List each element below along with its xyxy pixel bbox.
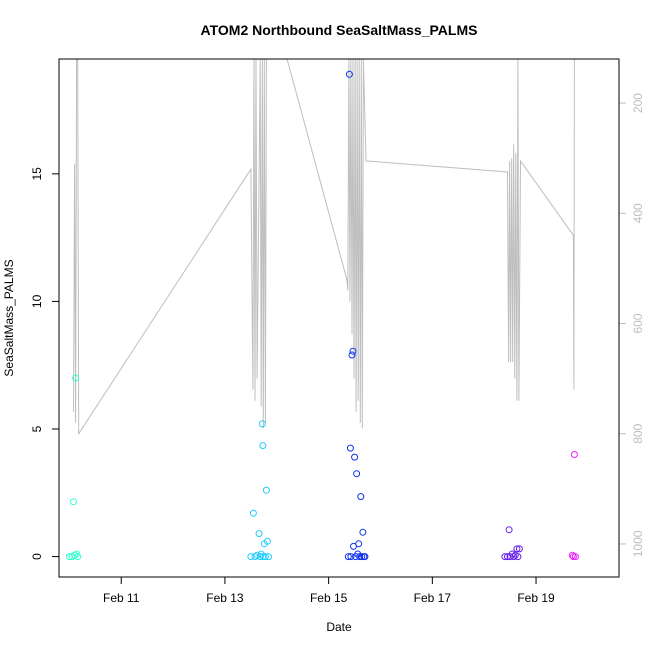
data-point: [348, 351, 356, 359]
data-points-layer: [65, 70, 579, 561]
data-point: [344, 553, 352, 561]
x-tick-label: Feb 15: [310, 591, 348, 605]
x-tick-label: Feb 17: [414, 591, 452, 605]
data-point: [359, 528, 367, 536]
y-tick-label: 0: [30, 553, 44, 560]
data-point: [513, 545, 521, 553]
data-point: [510, 553, 518, 561]
right-tick-label: 800: [631, 423, 645, 443]
data-point: [347, 553, 355, 561]
data-point: [515, 545, 523, 553]
data-point: [265, 553, 272, 561]
y-axis-label: SeaSaltMass_PALMS: [2, 259, 16, 376]
right-tick-label: 600: [631, 313, 645, 333]
right-tick-label: 400: [631, 203, 645, 223]
data-point: [70, 498, 77, 506]
data-point: [262, 486, 270, 494]
altitude-trace-line: [73, 59, 575, 436]
data-point: [571, 553, 579, 561]
axes-layer: Feb 11 Feb 13 Feb 15 Feb 17 Feb 19 0 5 10 15 200 4…: [30, 93, 645, 605]
data-point: [568, 551, 576, 559]
data-point: [263, 537, 271, 545]
data-point: [258, 420, 266, 428]
right-tick-label: 1000: [631, 530, 645, 557]
x-axis-label: Date: [326, 620, 352, 634]
data-point: [72, 374, 80, 382]
data-point: [356, 553, 364, 561]
data-point: [505, 526, 513, 534]
data-point: [259, 553, 267, 561]
data-point: [65, 553, 73, 561]
x-tick-label: Feb 11: [103, 591, 140, 605]
y-tick-label: 5: [30, 425, 44, 432]
data-point: [346, 444, 354, 452]
data-point: [74, 553, 82, 561]
data-point: [71, 551, 79, 559]
x-tick-label: Feb 19: [517, 591, 555, 605]
data-point: [345, 70, 353, 78]
data-point: [358, 553, 366, 561]
data-point: [357, 493, 365, 501]
data-point: [361, 553, 369, 561]
y-tick-label: 15: [30, 167, 44, 181]
x-tick-label: Feb 13: [206, 591, 244, 605]
data-point: [351, 453, 359, 461]
data-point: [261, 553, 269, 561]
data-point: [349, 347, 357, 355]
data-point: [255, 530, 263, 538]
data-point: [353, 470, 361, 478]
right-tick-label: 200: [631, 93, 645, 113]
altitude-trace-layer: [73, 59, 575, 436]
data-point: [501, 553, 509, 561]
data-point: [570, 451, 578, 458]
data-point: [259, 442, 267, 450]
plot-frame: [58, 58, 620, 578]
data-point: [355, 540, 363, 548]
data-point: [514, 553, 522, 561]
chart-title: ATOM2 Northbound SeaSaltMass_PALMS: [201, 22, 478, 38]
data-point: [249, 509, 257, 517]
y-tick-label: 10: [30, 294, 44, 308]
data-point: [569, 553, 577, 561]
